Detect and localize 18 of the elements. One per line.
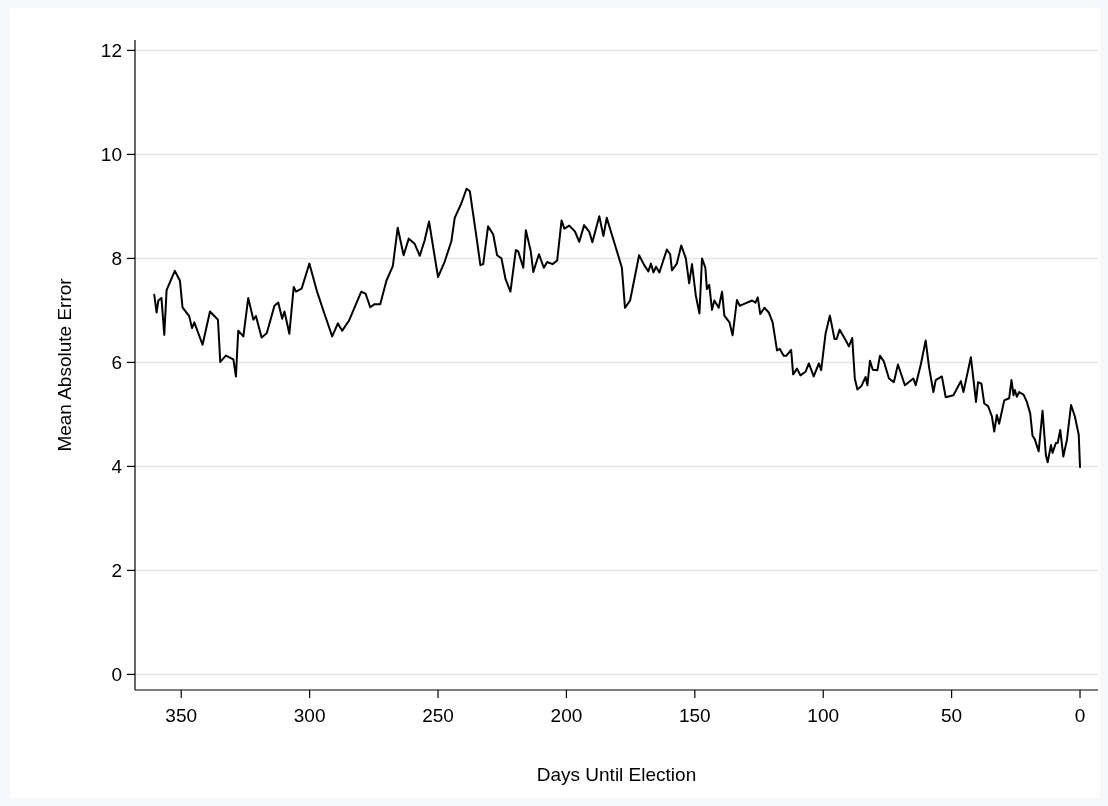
y-tick-label: 4 xyxy=(111,456,123,478)
x-tick-label: 50 xyxy=(941,705,963,726)
x-tick-label: 100 xyxy=(807,705,840,726)
y-tick-label: 10 xyxy=(100,144,122,166)
x-tick-label: 250 xyxy=(422,705,454,726)
x-tick-label: 300 xyxy=(293,705,326,726)
y-tick-label: 2 xyxy=(111,560,122,582)
x-axis-title: Days Until Election xyxy=(536,764,697,785)
y-axis-title: Mean Absolute Error xyxy=(54,277,75,452)
x-tick-label: 150 xyxy=(678,705,711,726)
x-tick-label: 350 xyxy=(165,705,198,726)
x-tick-label: 200 xyxy=(550,705,583,726)
y-tick-label: 12 xyxy=(100,40,122,62)
y-tick-label: 0 xyxy=(111,664,122,686)
x-tick-label: 0 xyxy=(1074,705,1086,726)
y-tick-label: 8 xyxy=(111,248,122,270)
y-tick-label: 6 xyxy=(111,352,122,374)
line-series xyxy=(153,187,1082,468)
